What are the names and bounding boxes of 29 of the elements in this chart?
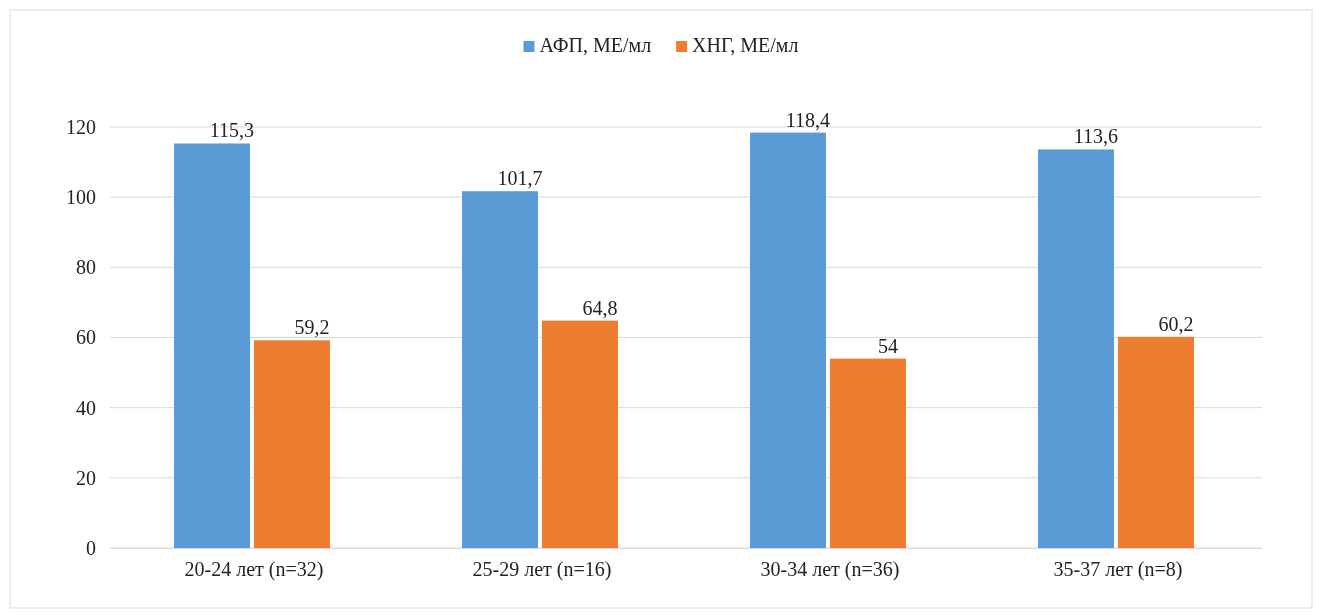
data-label: 59,2 [294,316,330,339]
data-label: 101,7 [497,167,543,190]
data-label: 115,3 [209,119,255,142]
bar [1038,149,1114,548]
y-tick-label: 0 [86,536,96,559]
x-tick-label: 30-34 лет (n=36) [760,558,900,582]
bar [462,191,538,548]
data-label: 60,2 [1158,312,1194,335]
bar [254,340,330,548]
bar [750,132,826,548]
y-tick-label: 100 [66,186,96,209]
data-label: 113,6 [1073,125,1119,148]
bar [542,320,618,548]
data-label: 118,4 [785,108,831,131]
data-label: 64,8 [582,296,618,319]
legend-label: ХНГ, МЕ/мл [692,34,799,56]
y-tick-label: 20 [76,466,96,489]
y-tick-label: 80 [76,256,96,279]
bar [830,358,906,548]
legend-label: АФП, МЕ/мл [539,34,652,56]
y-tick-label: 40 [76,396,96,419]
bar [1118,336,1194,548]
bar [174,143,250,548]
x-tick-label: 20-24 лет (n=32) [184,558,324,582]
y-tick-label: 120 [66,115,96,138]
y-tick-label: 60 [76,326,96,349]
x-tick-label: 25-29 лет (n=16) [472,558,612,582]
data-label: 54 [878,334,898,357]
x-tick-label: 35-37 лет (n=8) [1053,558,1183,582]
